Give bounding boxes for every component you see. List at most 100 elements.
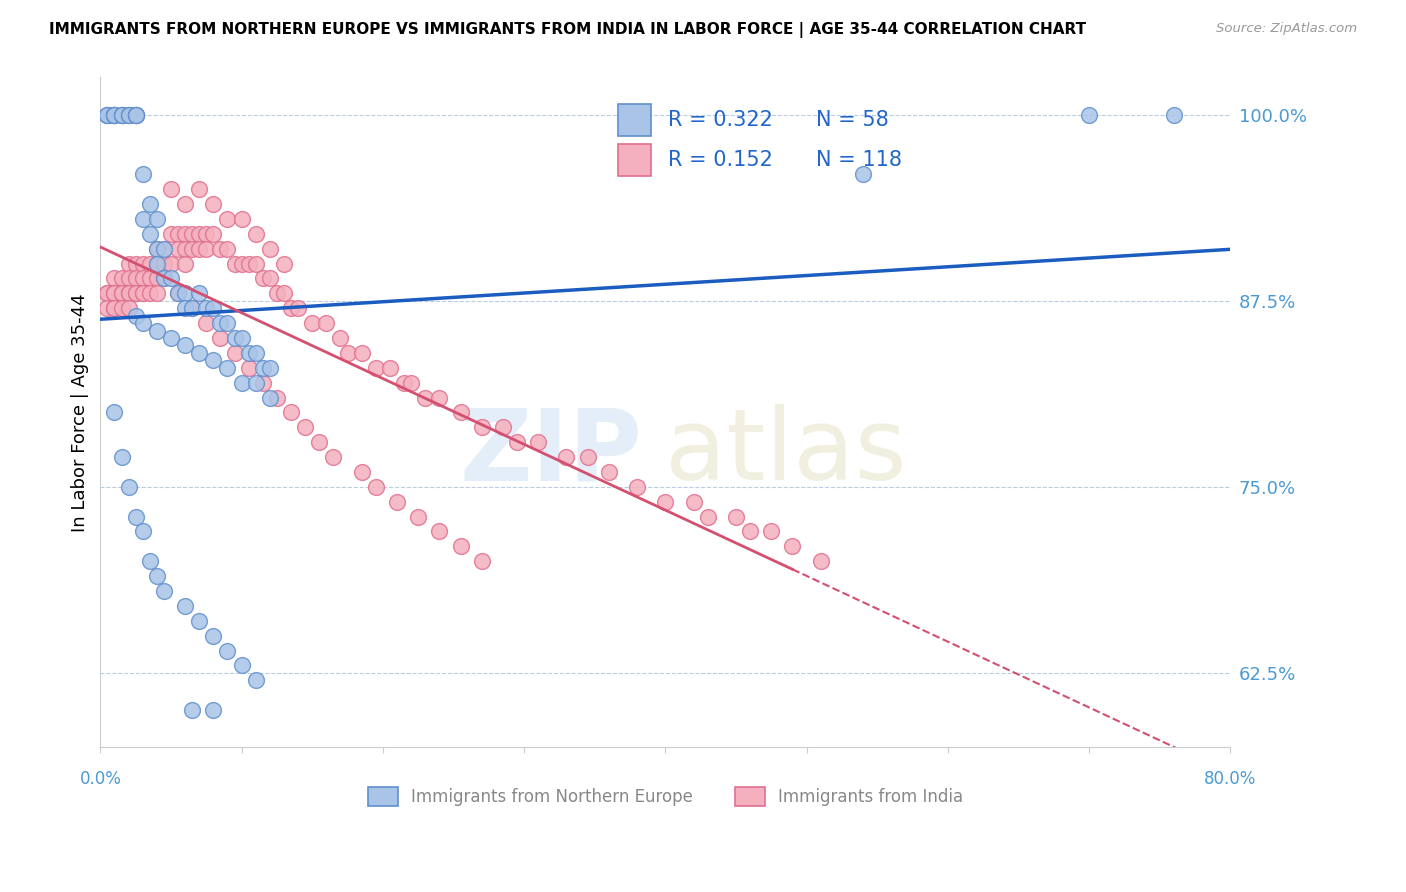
Point (167, 227, 190, 241)
Point (471, 420, 494, 434)
Point (308, 435, 330, 450)
Point (174, 338, 197, 352)
Point (174, 286, 197, 301)
Point (224, 256, 246, 270)
Text: N = 58: N = 58 (817, 110, 889, 130)
Point (96, 286, 118, 301)
Text: R = 0.152: R = 0.152 (668, 150, 773, 170)
Point (117, 271, 139, 285)
Point (506, 435, 529, 450)
Point (153, 271, 176, 285)
Point (195, 301, 218, 315)
Point (139, 554, 162, 568)
Point (294, 420, 316, 434)
Point (259, 391, 281, 405)
Point (413, 391, 436, 405)
Point (96, 108, 118, 122)
Y-axis label: In Labor Force | Age 35-44: In Labor Force | Age 35-44 (72, 293, 89, 532)
Point (139, 197, 162, 211)
Point (252, 360, 274, 375)
FancyBboxPatch shape (619, 144, 651, 176)
Point (153, 271, 176, 285)
Point (224, 331, 246, 345)
Point (378, 360, 401, 375)
Point (231, 658, 253, 673)
Point (103, 108, 125, 122)
Point (146, 569, 169, 583)
Point (336, 346, 359, 360)
Point (280, 405, 302, 419)
Point (231, 376, 253, 390)
Point (1163, 108, 1185, 122)
Point (287, 301, 309, 315)
Point (399, 376, 422, 390)
Point (598, 465, 620, 479)
Point (124, 309, 146, 323)
Point (132, 256, 155, 270)
Point (195, 242, 218, 256)
Point (160, 331, 183, 345)
Point (209, 331, 232, 345)
Point (174, 256, 197, 270)
Point (238, 256, 260, 270)
Point (153, 256, 176, 270)
Point (350, 465, 373, 479)
Point (110, 286, 132, 301)
Point (96, 108, 118, 122)
Point (202, 301, 225, 315)
Text: 0.0%: 0.0% (79, 770, 121, 788)
Point (252, 271, 274, 285)
Point (626, 480, 648, 494)
Point (153, 242, 176, 256)
Point (1078, 108, 1101, 122)
Point (181, 242, 204, 256)
Point (364, 480, 387, 494)
Point (252, 376, 274, 390)
Point (202, 227, 225, 241)
Point (217, 242, 239, 256)
Point (103, 271, 125, 285)
Point (280, 301, 302, 315)
Point (117, 108, 139, 122)
Point (238, 346, 260, 360)
Point (103, 301, 125, 315)
Point (139, 271, 162, 285)
Point (174, 242, 197, 256)
Point (103, 301, 125, 315)
Point (188, 182, 211, 196)
Point (117, 301, 139, 315)
Point (492, 420, 515, 434)
Point (174, 599, 197, 613)
Point (209, 316, 232, 330)
Point (146, 242, 169, 256)
Point (427, 391, 450, 405)
Point (103, 405, 125, 419)
Point (103, 301, 125, 315)
Point (124, 286, 146, 301)
Point (124, 108, 146, 122)
Point (103, 108, 125, 122)
Point (96, 286, 118, 301)
Point (259, 271, 281, 285)
Point (103, 108, 125, 122)
Point (385, 494, 408, 508)
Point (738, 524, 761, 539)
Point (350, 346, 373, 360)
Point (132, 211, 155, 226)
Point (273, 256, 295, 270)
Point (110, 450, 132, 464)
Point (110, 108, 132, 122)
Point (117, 256, 139, 270)
Point (273, 286, 295, 301)
Point (231, 331, 253, 345)
Point (132, 167, 155, 181)
Point (146, 256, 169, 270)
Point (117, 108, 139, 122)
Point (174, 197, 197, 211)
Point (181, 301, 204, 315)
Point (124, 509, 146, 524)
Text: R = 0.322: R = 0.322 (668, 110, 773, 130)
Point (132, 316, 155, 330)
Point (238, 360, 260, 375)
Point (117, 286, 139, 301)
